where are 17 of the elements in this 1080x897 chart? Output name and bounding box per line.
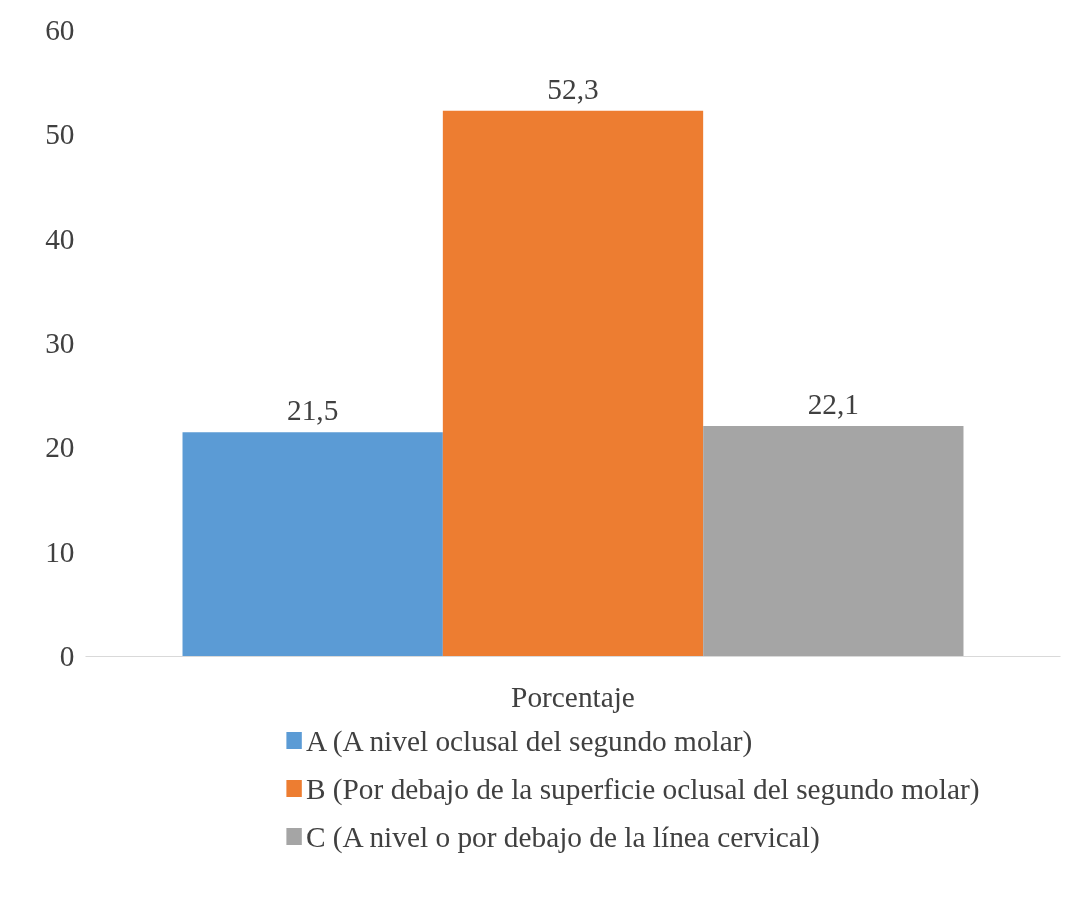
x-tick-label: Porcentaje (511, 680, 635, 713)
y-tick-label: 10 (45, 535, 75, 568)
legend-label: C (A nivel o por debajo de la línea cervical) (305, 820, 820, 854)
y-tick-label: 40 (45, 222, 75, 255)
legend-label: B (Por debajo de la superficie oclusal del segundo molar) (305, 772, 980, 806)
y-tick-label: 60 (45, 14, 75, 46)
y-tick-label: 0 (59, 640, 75, 672)
bar (442, 110, 704, 657)
bar (182, 432, 443, 657)
data-label: 52,3 (547, 72, 599, 105)
y-tick-label: 20 (45, 431, 75, 464)
data-label: 21,5 (287, 394, 339, 427)
y-tick-label: 30 (45, 327, 75, 359)
legend-label: A (A nivel oclusal del segundo molar) (305, 724, 753, 758)
bar (703, 425, 964, 657)
y-tick-label: 50 (45, 118, 75, 151)
data-label: 22,1 (807, 387, 859, 420)
